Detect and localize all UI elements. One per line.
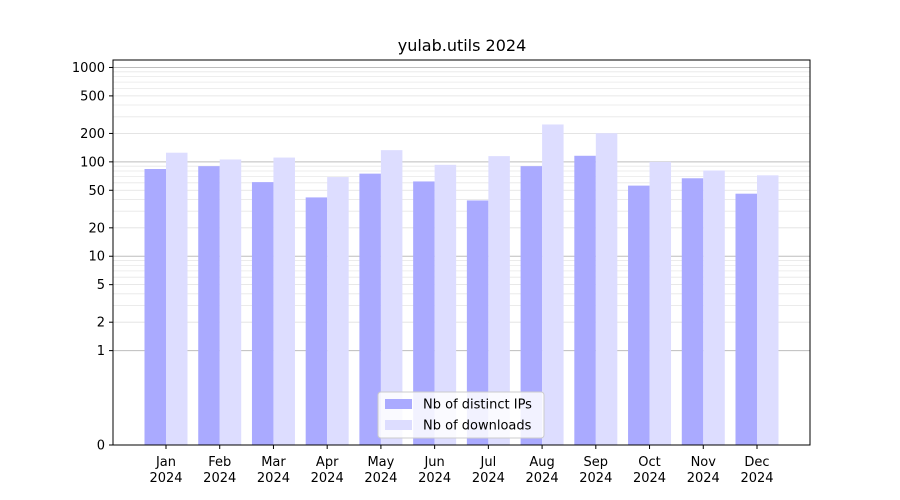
bar-downloads [327,177,349,445]
x-tick-label-year: 2024 [311,471,344,486]
legend-label: Nb of distinct IPs [423,398,532,413]
x-tick-label-year: 2024 [418,471,451,486]
bar-downloads [649,161,672,445]
x-tick-label-month: Jun [423,455,444,470]
bar-downloads [219,159,242,445]
bar-downloads [703,170,725,445]
bar-distinct-ips [251,182,274,445]
x-tick-label-year: 2024 [579,471,612,486]
x-tick-label-year: 2024 [257,471,290,486]
x-tick-label-month: Apr [316,455,339,470]
bars [144,124,779,446]
x-tick-label-year: 2024 [364,471,397,486]
legend-box [377,391,545,439]
legend-swatch [385,399,412,409]
y-tick-label: 200 [80,127,105,142]
y-tick-label: 5 [97,278,105,293]
legend-label: Nb of downloads [423,419,532,434]
bar-downloads [542,124,564,445]
bar-downloads [757,175,779,446]
x-tick-label-month: Dec [744,455,769,470]
bar-downloads [595,133,618,446]
bar-downloads [273,157,295,446]
x-tick-label-year: 2024 [203,471,236,486]
x-tick-label-month: Mar [261,455,286,470]
y-tick-label: 500 [80,89,105,104]
x-tick-label-year: 2024 [472,471,505,486]
x-tick-label-year: 2024 [687,471,720,486]
x-tick-label-year: 2024 [149,471,182,486]
bar-distinct-ips [305,197,328,445]
x-tick-label-month: Aug [529,455,554,470]
x-tick-label-month: Jul [480,455,497,470]
y-tick-label: 100 [80,155,105,170]
y-tick-label: 20 [88,221,105,236]
legend: Nb of distinct IPs Nb of downloads [377,391,545,439]
bar-distinct-ips [413,181,435,445]
y-axis: 0 1 2 5 10 20 50 100 200 500 1000 [72,61,113,454]
bar-distinct-ips [144,169,166,445]
x-tick-label-year: 2024 [633,471,666,486]
bar-downloads [434,164,457,445]
x-tick-label-month: Nov [691,455,717,470]
bar-downloads [380,150,403,445]
x-axis: Jan2024Feb2024Mar2024Apr2024May2024Jun20… [149,445,774,486]
x-tick-label-month: Jan [155,455,176,470]
x-tick-label-month: Sep [584,455,609,470]
bar-distinct-ips [574,155,596,445]
plot-area-frame [112,59,811,446]
bar-distinct-ips [466,200,489,445]
bar-distinct-ips [359,173,381,446]
bar-downloads [488,156,510,446]
x-tick-label-year: 2024 [740,471,773,486]
y-tick-label: 2 [97,316,105,331]
bar-downloads [166,152,188,445]
x-tick-label-month: Oct [638,455,660,470]
x-tick-label-month: Feb [208,455,231,470]
bar-distinct-ips [735,193,757,445]
y-tick-label: 1000 [72,61,105,76]
legend-swatch [385,420,412,430]
bar-distinct-ips [681,178,704,445]
y-tick-label: 1 [97,344,105,359]
y-tick-label: 50 [88,184,105,199]
y-tick-label: 10 [88,250,105,265]
x-tick-label-month: May [367,455,394,470]
bar-distinct-ips [628,185,650,445]
bar-distinct-ips [198,166,220,445]
y-tick-label: 0 [97,439,105,454]
chart-title: yulab.utils 2024 [398,36,527,55]
bar-distinct-ips [520,166,543,445]
x-tick-label-year: 2024 [526,471,559,486]
